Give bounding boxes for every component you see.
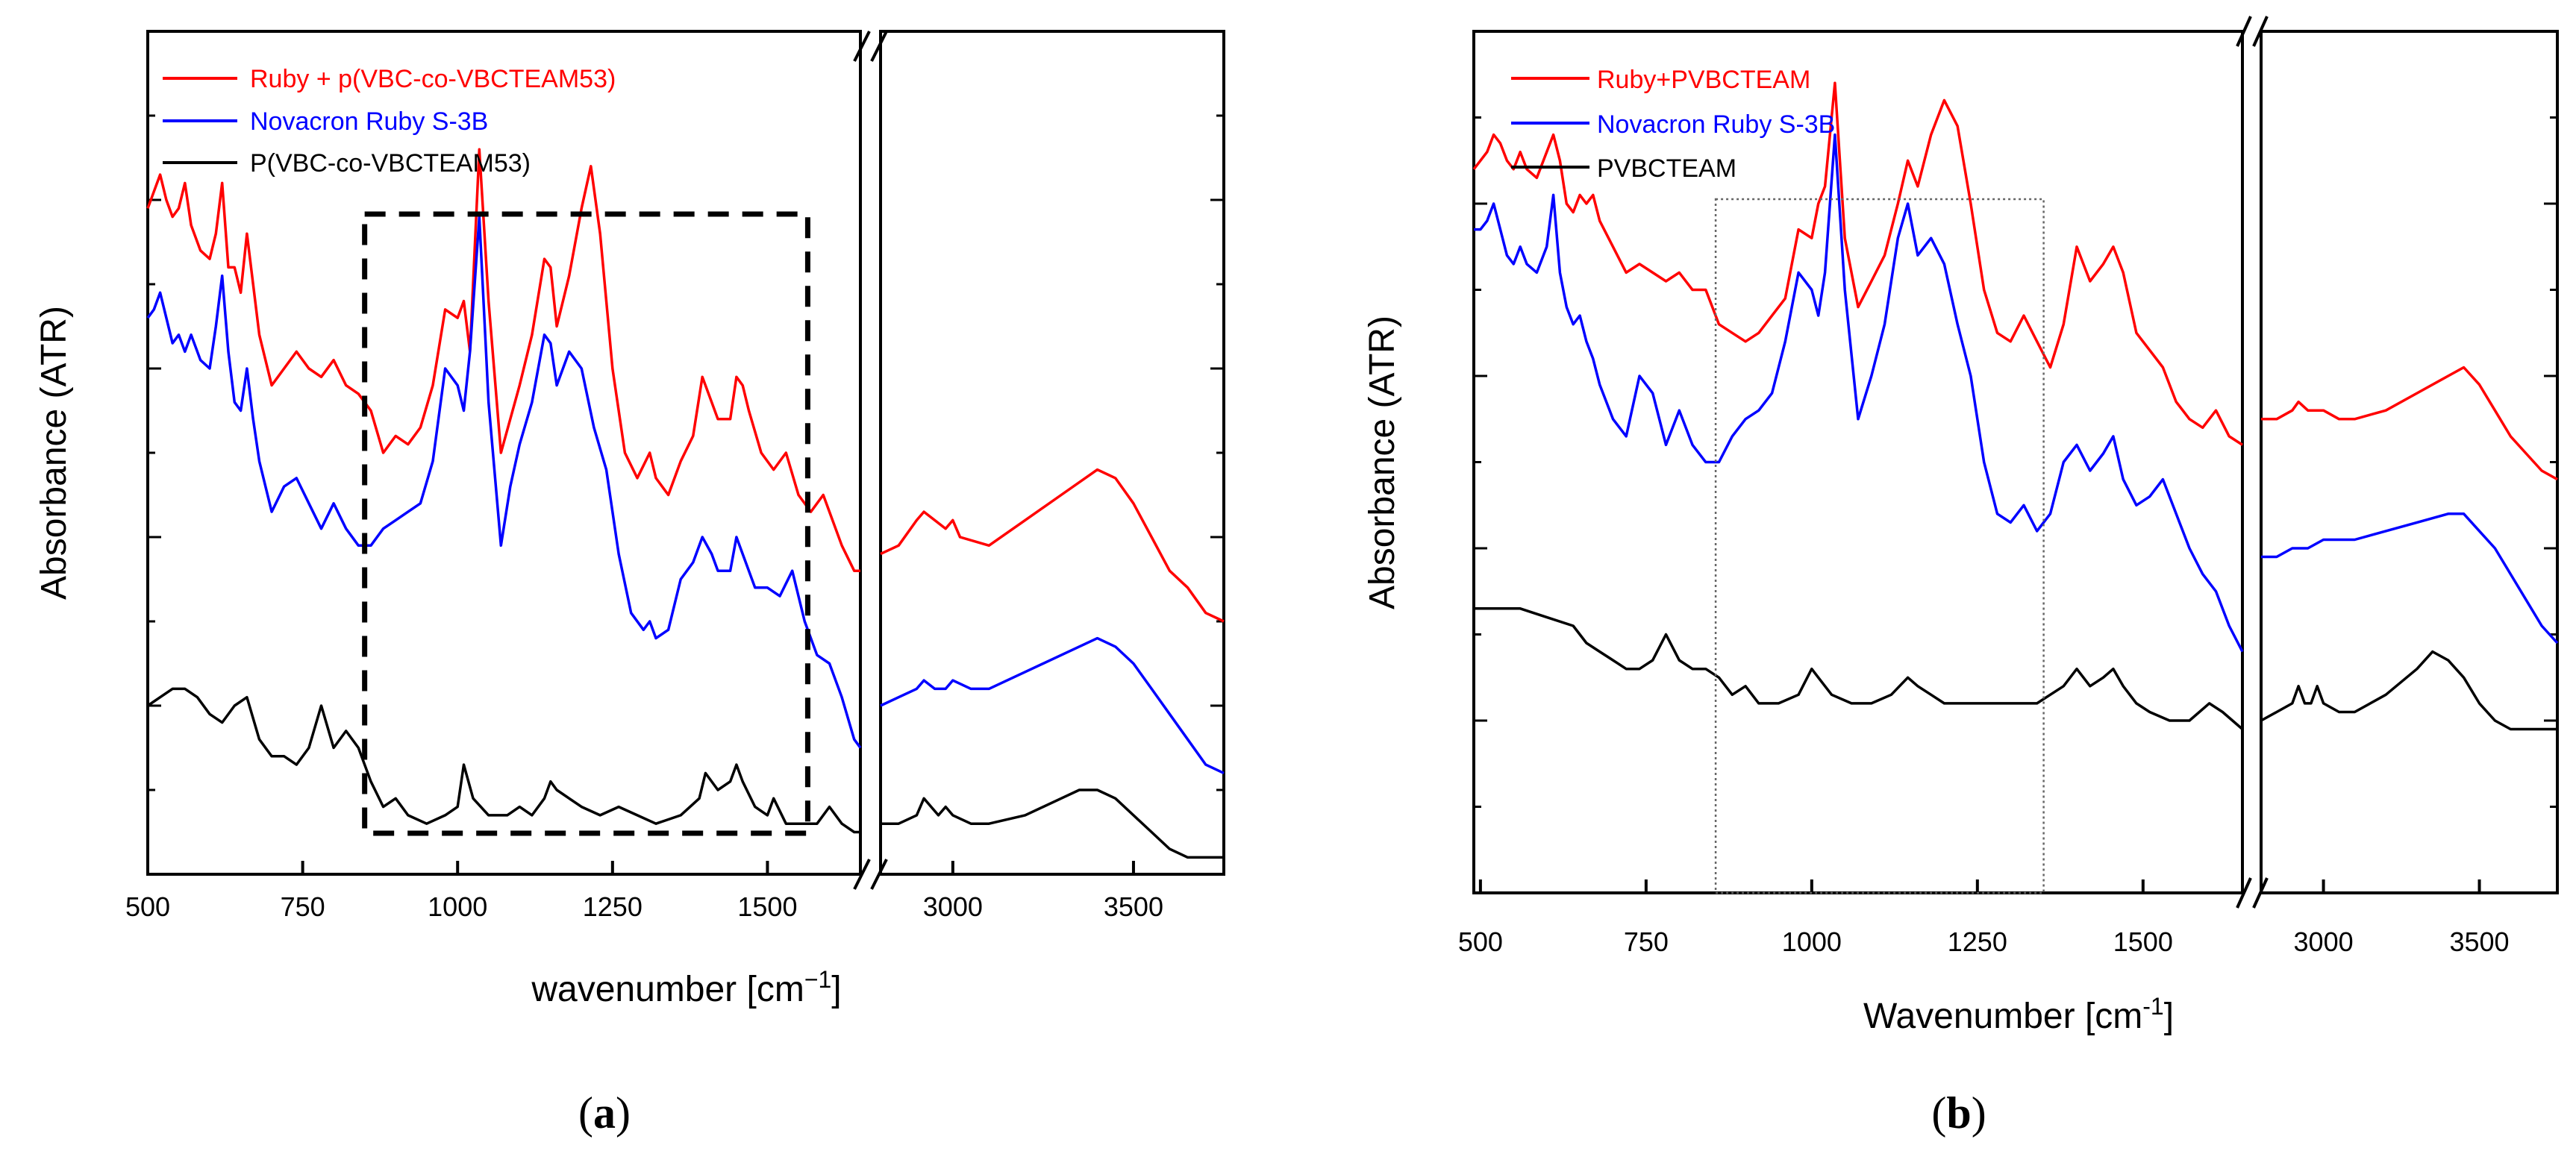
panel-b-break-mask [2244,22,2260,903]
legend-label-pvbcteam: PVBCTEAM [1597,154,1736,183]
panel-a-label: (a) [578,1088,631,1138]
series-line-b-0 [1472,81,2243,446]
panel-b-xlabel: Wavenumber [cm-1] [1863,993,2174,1036]
legend-label-ruby-pvbcteam: Ruby+PVBCTEAM [1597,66,1810,94]
x-tick-label-a-5: 3000 [923,891,983,922]
legend-label-ruby-p: Ruby + p(VBC-co-VBCTEAM53) [250,65,616,93]
series-line-a-5 [881,788,1224,859]
x-tick-label-b-0: 500 [1458,926,1503,957]
panel-b-break-marks [2236,16,2269,909]
panel-a-highlight-box [362,211,810,836]
panel-a-xlabel: wavenumber [cm−1] [531,966,841,1009]
panel-a-legend: Ruby + p(VBC-co-VBCTEAM53) Novacron Ruby… [163,65,616,178]
series-line-a-4 [880,636,1225,774]
series-line-b-3 [2261,366,2558,481]
x-tick-label-b-3: 1250 [1948,926,2007,957]
panel-a-break-marks [853,31,888,890]
series-line-b-5 [2260,650,2557,731]
series-line-a-3 [880,468,1225,623]
series-line-a-1 [146,215,862,749]
x-tick-label-b-5: 3000 [2294,926,2354,957]
series-line-b-4 [2261,512,2559,645]
x-tick-label-a-6: 3500 [1104,891,1163,922]
panel-a-ylabel: Absorbance (ATR) [34,306,74,600]
series-line-a-0 [146,148,860,572]
panel-b-legend: Ruby+PVBCTEAM Novacron Ruby S-3B PVBCTEA… [1511,66,1835,183]
panel-a-break-mask [862,22,879,884]
x-tick-label-a-1: 750 [281,891,325,922]
x-tick-label-b-2: 1000 [1782,926,1842,957]
x-tick-label-b-6: 3500 [2449,926,2509,957]
panel-b-ylabel: Absorbance (ATR) [1363,316,1402,609]
panel-b-label: (b) [1931,1088,1986,1138]
x-tick-label-a-0: 500 [125,891,170,922]
panel-a: 500 750 1000 1250 1500 3000 3500 Ruby + p(VBC-… [34,22,1225,1138]
panel-b: 500 750 1000 1250 1500 3000 3500 Ruby+PVBCTEAM… [1363,16,2559,1138]
x-tick-label-a-3: 1250 [583,891,643,922]
series-line-a-2 [147,687,860,834]
panel-b-ticks: 500 750 1000 1250 1500 3000 3500 [1458,30,2557,957]
x-tick-label-b-1: 750 [1624,926,1669,957]
series-line-b-2 [1474,607,2244,730]
legend-label-novacron-b: Novacron Ruby S-3B [1597,110,1835,139]
panel-a-series [146,148,1225,859]
x-tick-label-a-4: 1500 [737,891,797,922]
x-tick-label-a-2: 1000 [428,891,487,922]
panel-b-series [1472,81,2559,731]
panel-b-highlight-box [1714,198,2045,894]
legend-label-p-vbc: P(VBC-co-VBCTEAM53) [250,149,531,178]
legend-label-novacron-a: Novacron Ruby S-3B [250,107,488,136]
x-tick-label-b-4: 1500 [2113,926,2173,957]
panel-a-ticks: 500 750 1000 1250 1500 3000 3500 [125,30,1224,922]
series-line-b-1 [1474,133,2244,653]
